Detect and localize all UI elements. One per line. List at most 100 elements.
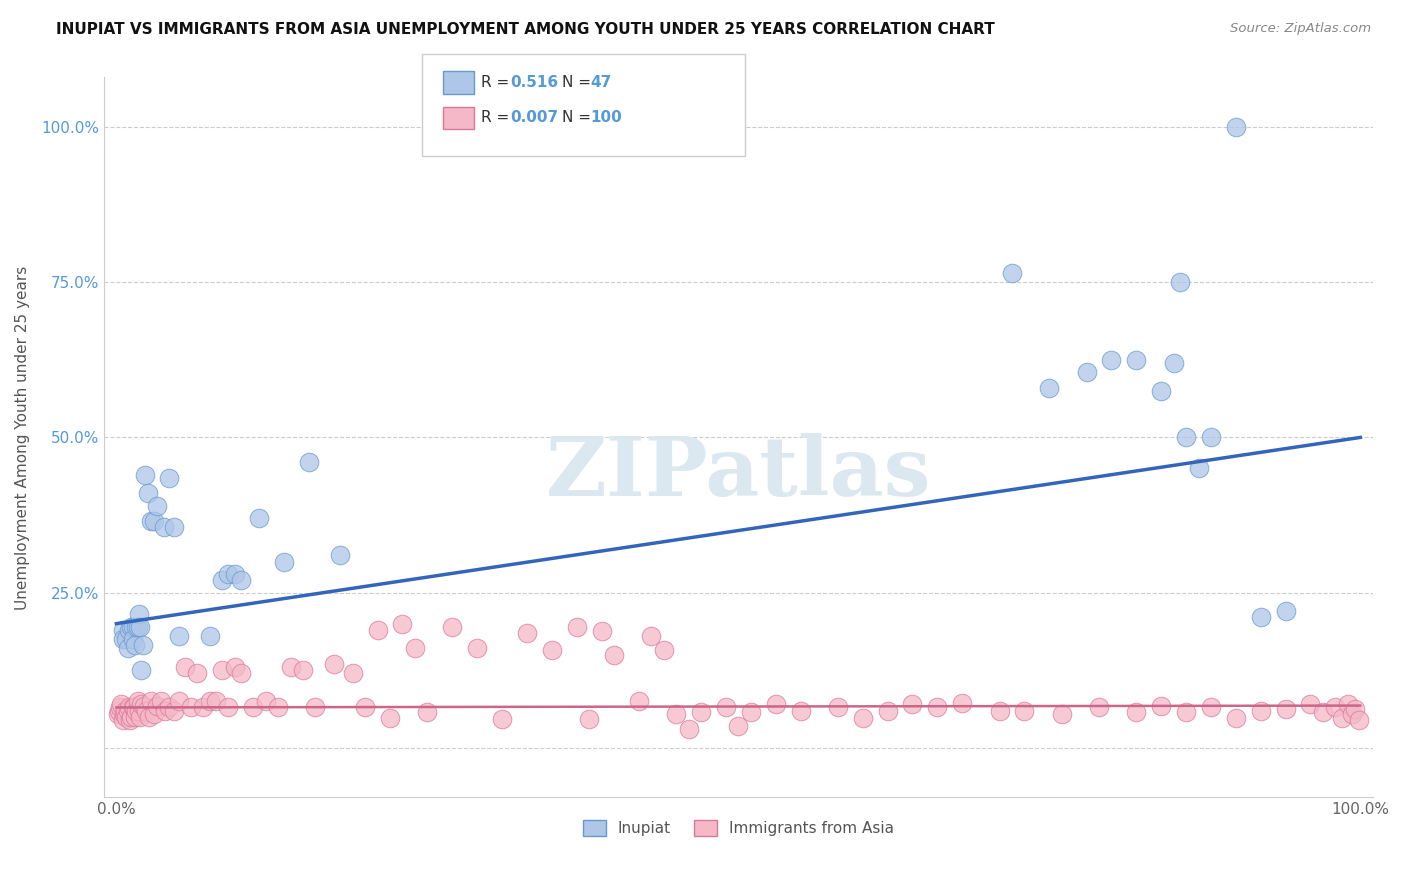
Point (120, 710, 142, 724)
Point (157, 700, 180, 714)
Point (988, 704, 1011, 718)
Point (107, 706, 129, 721)
Point (367, 623, 389, 637)
Point (162, 520, 184, 534)
Point (1050, 706, 1073, 721)
Point (142, 514, 165, 528)
Point (121, 700, 143, 714)
Point (229, 666, 252, 681)
Point (1125, 705, 1147, 719)
Text: R =: R = (481, 111, 515, 125)
Point (1312, 705, 1334, 719)
Y-axis label: Unemployment Among Youth under 25 years: Unemployment Among Youth under 25 years (15, 265, 30, 609)
Point (108, 700, 131, 714)
Point (125, 620, 148, 634)
Point (193, 700, 215, 714)
Point (118, 700, 141, 714)
Point (1175, 430, 1198, 444)
Point (186, 666, 208, 681)
Point (304, 700, 326, 714)
Point (565, 620, 588, 634)
Point (640, 629, 662, 643)
Point (108, 704, 131, 718)
Point (115, 632, 138, 647)
Point (111, 632, 134, 647)
Point (1168, 275, 1191, 289)
Point (391, 616, 413, 631)
Point (1001, 266, 1024, 280)
Point (354, 700, 377, 714)
Point (1199, 700, 1222, 714)
Point (1324, 700, 1347, 714)
Point (131, 639, 153, 653)
Point (291, 663, 314, 677)
Point (180, 700, 202, 714)
Text: N =: N = (562, 75, 596, 89)
Point (111, 623, 134, 637)
Point (378, 711, 401, 725)
Point (765, 698, 787, 712)
Point (146, 698, 169, 713)
Point (652, 642, 675, 657)
Point (1274, 702, 1296, 716)
Point (342, 666, 364, 681)
Text: R =: R = (481, 75, 515, 89)
Point (827, 700, 849, 714)
Point (198, 694, 221, 708)
Point (117, 641, 139, 656)
Point (740, 705, 762, 719)
Point (112, 706, 135, 721)
Point (1187, 461, 1209, 475)
Point (173, 660, 195, 674)
Point (121, 632, 143, 647)
Text: N =: N = (562, 111, 596, 125)
Point (124, 639, 146, 653)
Point (1250, 704, 1272, 718)
Point (146, 499, 169, 513)
Point (128, 704, 150, 718)
Point (678, 722, 700, 736)
Point (298, 455, 321, 469)
Point (132, 698, 155, 713)
Point (1088, 700, 1111, 714)
Point (142, 706, 165, 721)
Point (1340, 706, 1362, 721)
Point (1330, 711, 1353, 725)
Point (441, 620, 464, 634)
Point (1274, 604, 1296, 618)
Point (162, 704, 184, 718)
Point (927, 700, 949, 714)
Point (224, 566, 246, 581)
Point (690, 705, 713, 719)
Point (141, 514, 163, 528)
Point (714, 700, 737, 714)
Point (323, 657, 346, 671)
Point (627, 694, 650, 708)
Point (141, 694, 163, 708)
Point (217, 700, 239, 714)
Point (122, 700, 145, 714)
Point (1225, 120, 1247, 134)
Text: 0.007: 0.007 (510, 111, 558, 125)
Point (950, 696, 973, 710)
Point (211, 573, 233, 587)
Point (211, 663, 233, 677)
Point (491, 712, 513, 726)
Point (1199, 430, 1222, 444)
Text: Source: ZipAtlas.com: Source: ZipAtlas.com (1230, 22, 1371, 36)
Point (111, 713, 134, 727)
Point (167, 629, 190, 643)
Point (117, 704, 139, 718)
Point (1101, 352, 1123, 367)
Point (329, 549, 352, 563)
Text: 100: 100 (591, 111, 623, 125)
Point (1344, 702, 1367, 716)
Point (1250, 610, 1272, 624)
Point (404, 641, 426, 656)
Point (1299, 698, 1322, 712)
Point (150, 694, 173, 708)
Point (1076, 365, 1098, 379)
Point (1225, 711, 1247, 725)
Point (1150, 698, 1173, 713)
Point (540, 642, 562, 657)
